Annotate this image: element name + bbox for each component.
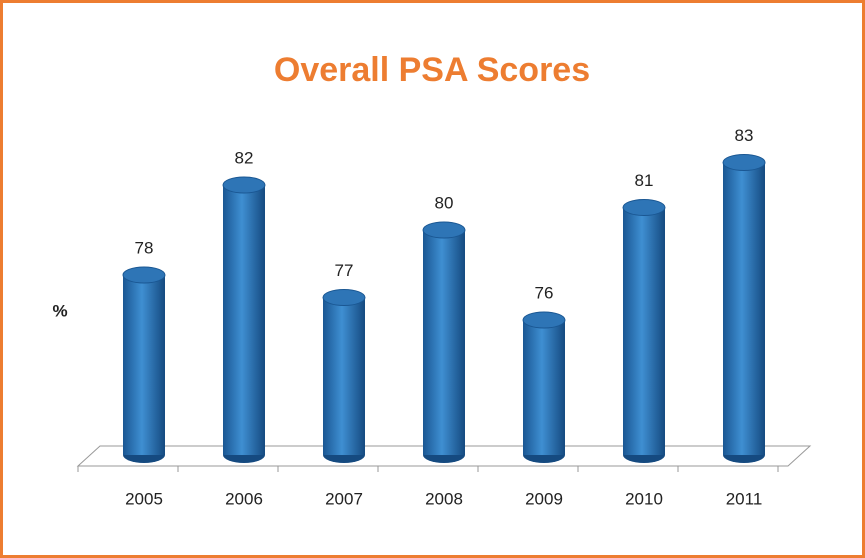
x-tick-label: 2005 xyxy=(125,489,163,508)
value-label: 83 xyxy=(735,126,754,145)
bar-cap xyxy=(222,176,266,194)
value-label: 76 xyxy=(535,283,554,302)
x-tick-label: 2011 xyxy=(726,489,763,508)
x-tick-label: 2010 xyxy=(625,489,663,508)
value-label: 80 xyxy=(435,193,454,212)
bar-cap xyxy=(422,221,466,239)
x-tick-label: 2006 xyxy=(225,489,263,508)
value-label: 81 xyxy=(635,171,654,190)
value-label: 77 xyxy=(335,261,354,280)
bar xyxy=(323,297,365,455)
bar-cap xyxy=(322,289,366,306)
bar xyxy=(423,230,465,455)
chart-title: Overall PSA Scores xyxy=(274,51,590,89)
bar xyxy=(523,320,565,455)
value-label: 82 xyxy=(235,148,254,167)
bar xyxy=(623,207,665,455)
bar xyxy=(123,275,165,455)
value-label: 78 xyxy=(135,238,154,257)
bar xyxy=(723,162,765,455)
x-tick-label: 2007 xyxy=(325,489,363,508)
bar-cap xyxy=(522,311,566,329)
y-axis-label: % xyxy=(52,301,67,320)
bar-cap xyxy=(722,154,766,171)
x-tick-label: 2008 xyxy=(425,489,463,508)
x-tick-label: 2009 xyxy=(525,489,563,508)
bar-cap xyxy=(122,266,166,284)
bar xyxy=(223,185,265,455)
bar-cap xyxy=(622,199,666,216)
